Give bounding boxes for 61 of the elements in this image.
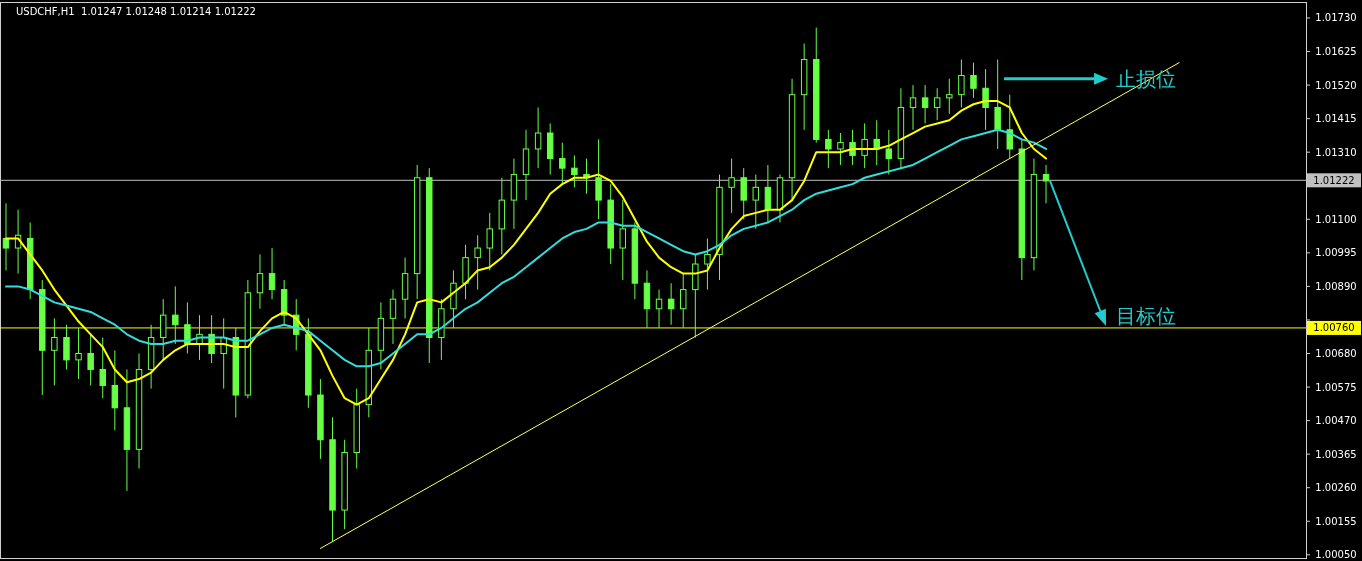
- candlestick: [909, 84, 917, 131]
- annotation: 目标位: [1116, 303, 1177, 328]
- candlestick: [921, 84, 929, 124]
- candlestick: [861, 122, 868, 169]
- candlestick: [256, 253, 264, 310]
- candlestick: [268, 247, 276, 300]
- candlestick: [837, 132, 844, 166]
- candlestick: [680, 273, 687, 329]
- y-tick-label: 1.01415: [1315, 113, 1357, 125]
- y-tick-label: 1.00260: [1315, 482, 1357, 494]
- candlestick: [970, 62, 977, 99]
- y-tick-label: 1.00050: [1315, 549, 1357, 561]
- y-tick-label: 1.00155: [1315, 515, 1357, 527]
- candlestick: [75, 327, 82, 380]
- y-tick-label: 1.01310: [1315, 146, 1357, 158]
- y-tick-label: 1.01625: [1315, 46, 1357, 58]
- candlestick: [825, 129, 832, 169]
- candlestick: [595, 138, 602, 220]
- ref-line-label: 1.01222: [1313, 174, 1355, 186]
- candlestick: [958, 59, 965, 108]
- y-tick-label: 1.01100: [1315, 213, 1357, 225]
- candlestick: [1042, 164, 1050, 204]
- candlestick: [172, 285, 179, 345]
- candlestick: [111, 349, 119, 431]
- candlestick: [571, 154, 578, 188]
- y-tick-label: 1.00470: [1315, 415, 1357, 427]
- candlestick: [51, 317, 58, 386]
- candlestick: [994, 59, 1001, 150]
- candlestick: [87, 333, 94, 386]
- candlestick: [159, 298, 167, 361]
- y-tick-label: 1.00365: [1315, 448, 1357, 460]
- candlestick: [982, 68, 989, 131]
- y-tick-label: 1.00680: [1315, 347, 1357, 359]
- candlestick: [2, 202, 10, 271]
- candlestick: [740, 167, 747, 220]
- candlestick: [389, 289, 397, 345]
- candlestick: [933, 87, 941, 121]
- candlestick: [667, 282, 675, 326]
- candlestick: [63, 324, 70, 370]
- y-tick-label: 1.00575: [1315, 381, 1357, 393]
- candlestick: [704, 237, 711, 291]
- candlestick: [885, 129, 893, 176]
- candlestick: [873, 119, 880, 166]
- candlestick: [655, 289, 663, 329]
- y-tick-label: 1.00995: [1315, 247, 1357, 259]
- candlestick: [474, 234, 481, 291]
- candlestick: [752, 174, 760, 230]
- candlestick: [99, 337, 106, 399]
- candlestick: [559, 142, 566, 185]
- y-tick-label: 1.01520: [1315, 79, 1357, 91]
- candlestick: [946, 78, 953, 115]
- chart-title: USDCHF,H1 1.01247 1.01248 1.01214 1.01222: [16, 5, 256, 17]
- candlestick: [1006, 94, 1013, 160]
- candlestick: [619, 199, 626, 281]
- ref-line-label: 1.00760: [1313, 322, 1355, 334]
- candlestick: [184, 301, 191, 354]
- y-tick-label: 1.01730: [1315, 12, 1357, 24]
- candlestick: [534, 106, 542, 169]
- y-tick-label: 1.00890: [1315, 280, 1357, 292]
- candlestick: [486, 212, 493, 271]
- candlestick: [728, 158, 735, 214]
